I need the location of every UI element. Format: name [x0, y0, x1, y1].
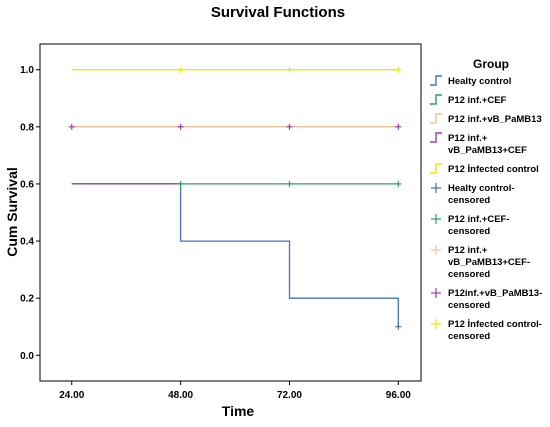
y-tick-label: 0.0 [20, 351, 34, 362]
chart-title: Survival Functions [211, 4, 345, 21]
censored-marker-3 [177, 123, 184, 130]
legend-item: P12 inf.+ vB_PaMB13+CEF [430, 132, 527, 156]
legend-item: P12 İnfected control-censored [431, 319, 542, 342]
series-line-0 [71, 183, 399, 327]
censored-marker-4 [286, 66, 293, 73]
legend-label: P12 inf.+CEF [448, 95, 507, 106]
censored-marker-1 [177, 180, 184, 187]
censored-marker-4 [395, 66, 402, 73]
y-axis-title: Cum Survival [4, 167, 20, 256]
censored-marker-1 [286, 180, 293, 187]
legend-step-symbol [430, 94, 442, 105]
legend-label: P12 inf.+ vB_PaMB13+CEF-censored [448, 245, 530, 280]
x-tick-label: 72.00 [277, 390, 302, 401]
legend-item: P12 İnfected control [430, 163, 539, 175]
legend-label: P12 inf.+CEF-censored [448, 214, 510, 237]
legend-item: P12 inf.+ vB_PaMB13+CEF-censored [431, 245, 530, 280]
legend-label: P12 İnfected control-censored [448, 319, 542, 342]
legend-step-symbol [430, 163, 442, 174]
censored-marker-3 [286, 123, 293, 130]
legend-item: P12 inf.+CEF-censored [431, 214, 510, 237]
x-tick-label: 48.00 [168, 390, 193, 401]
censored-marker-1 [395, 180, 402, 187]
legend-step-symbol [430, 113, 442, 124]
legend-item: P12 inf.+vB_PaMB13 [430, 113, 542, 125]
legend-item: Healty control-censored [431, 183, 515, 206]
legend-label: P12 İnfected control [448, 164, 539, 175]
x-axis-title: Time [222, 403, 255, 419]
censored-marker-4 [177, 66, 184, 73]
legend-label: Healty control [448, 76, 511, 87]
y-tick-label: 0.6 [20, 179, 34, 190]
censored-marker-3 [395, 123, 402, 130]
legend-label: P12 inf.+vB_PaMB13 [448, 114, 542, 125]
legend-label: P12 inf.+ vB_PaMB13+CEF [448, 133, 527, 156]
axes: 0.0 0.2 0.4 0.6 0.8 1.0 24.00 48.00 72.00 96.00 [20, 43, 422, 401]
legend-item: P12inf.+vB_PaMB13-censored [431, 288, 542, 311]
legend-label: P12inf.+vB_PaMB13-censored [448, 288, 542, 311]
x-tick-label: 24.00 [59, 390, 84, 401]
legend-title: Group [473, 57, 509, 71]
censored-marker-0 [395, 323, 402, 330]
legend: Healty control P12 inf.+CEF P12 inf.+vB_Pa… [430, 75, 542, 342]
y-tick-label: 0.2 [20, 294, 34, 305]
legend-step-symbol [430, 75, 442, 86]
legend-label: Healty control-censored [448, 183, 515, 206]
legend-step-symbol [430, 132, 442, 143]
legend-item: Healty control [430, 75, 511, 87]
x-tick-label: 96.00 [386, 390, 411, 401]
y-tick-label: 0.4 [20, 237, 34, 248]
legend-item: P12 inf.+CEF [430, 94, 507, 106]
plot-area [68, 66, 402, 330]
plot-frame [39, 43, 422, 382]
censored-marker-3 [68, 123, 75, 130]
y-tick-label: 0.8 [20, 122, 34, 133]
y-tick-label: 1.0 [20, 65, 34, 76]
